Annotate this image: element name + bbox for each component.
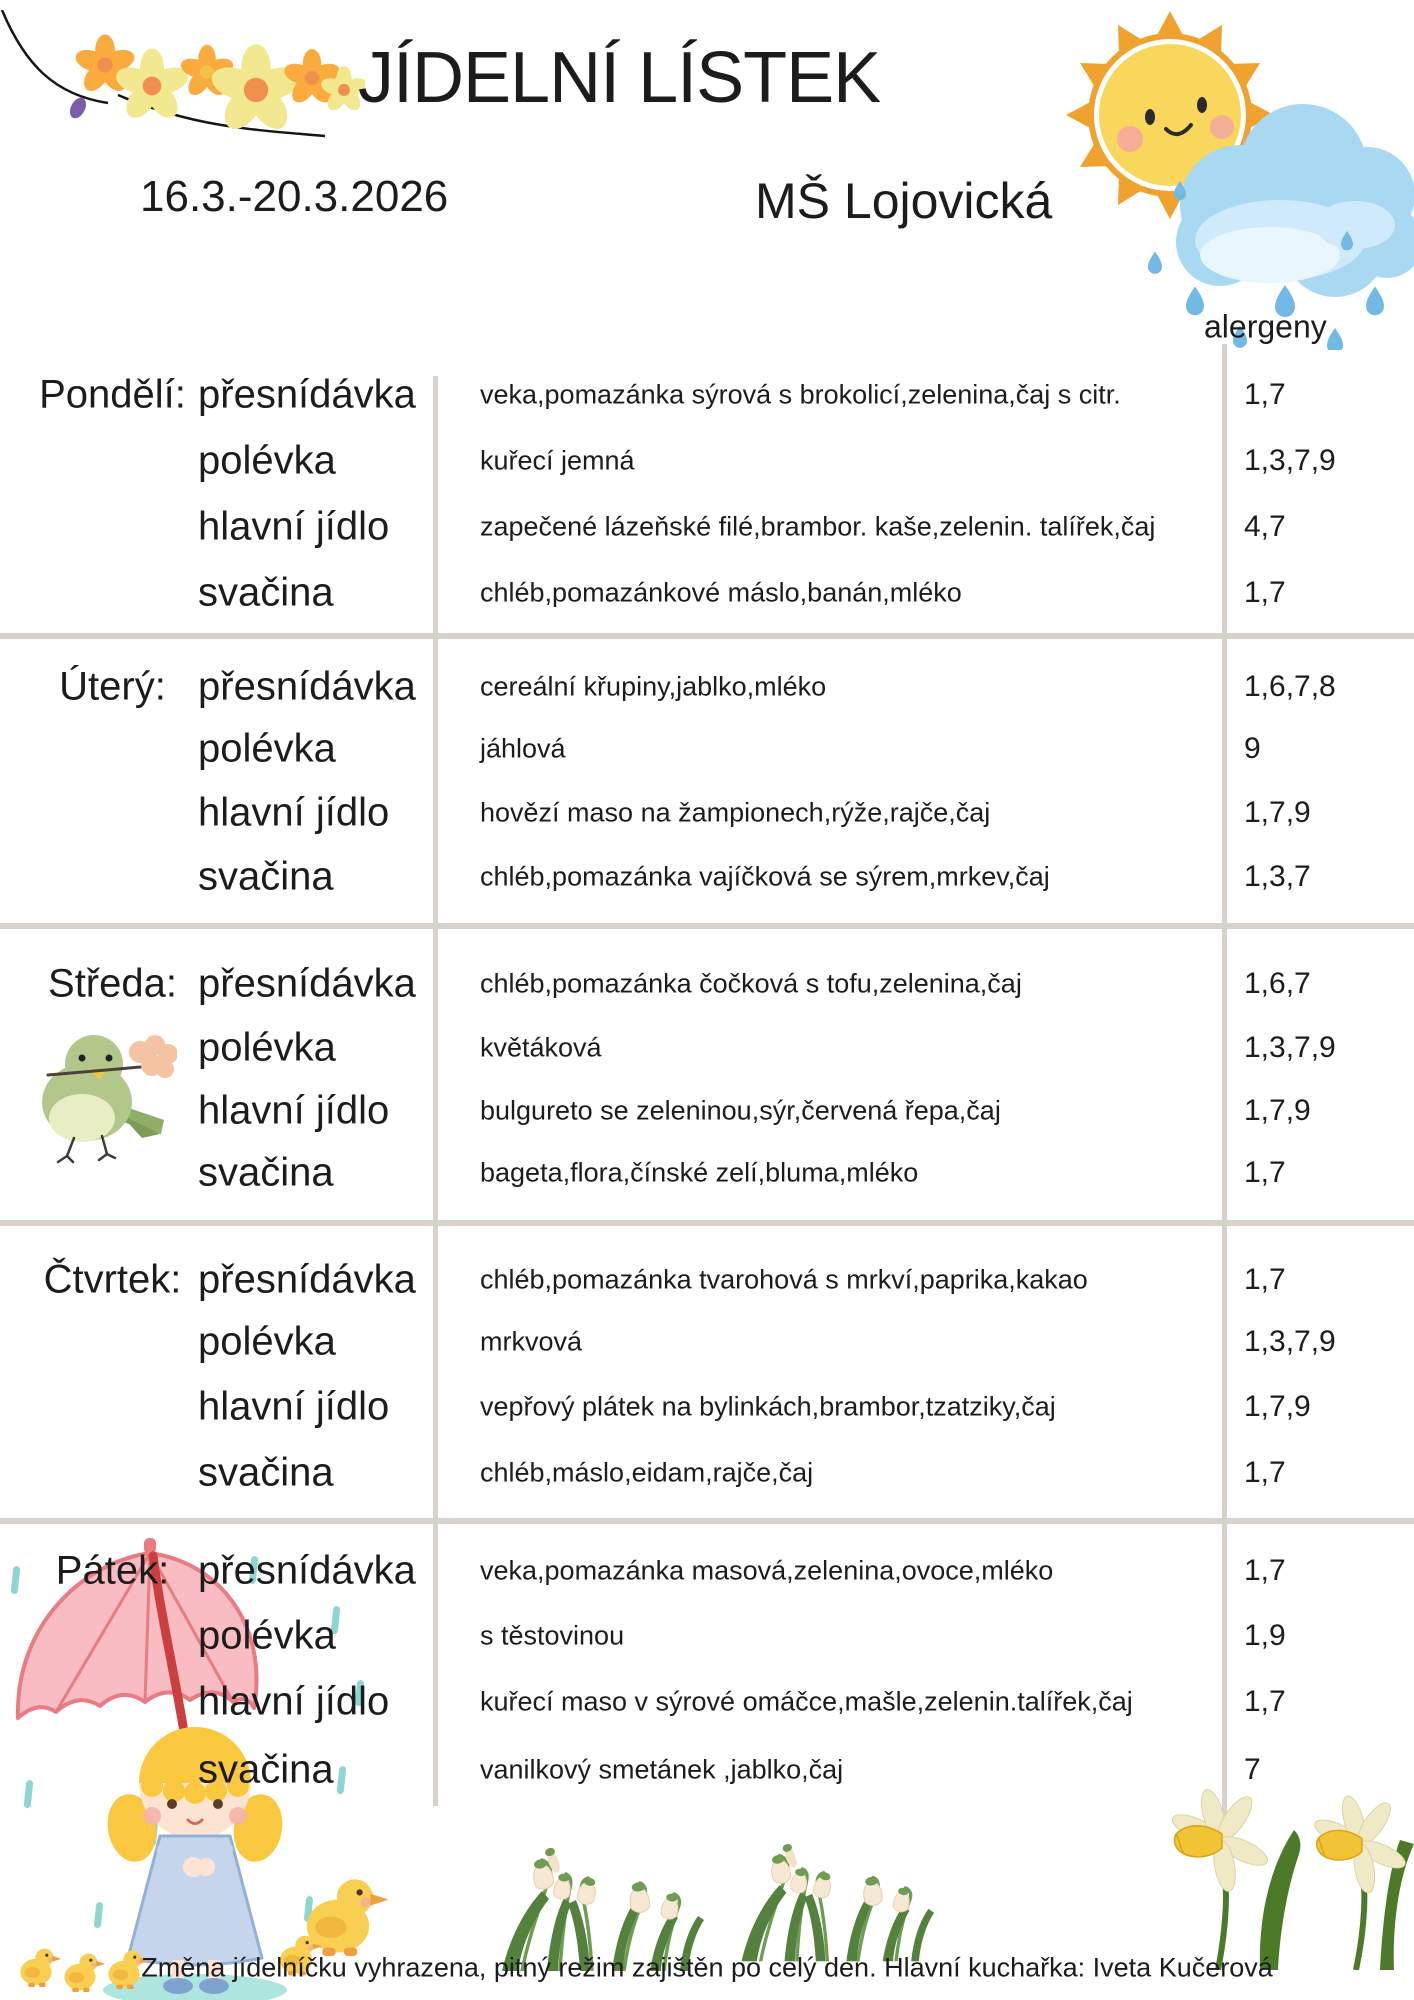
meal-type: polévka — [198, 1613, 336, 1658]
food-description: hovězí maso na žampionech,rýže,rajče,čaj — [480, 797, 991, 828]
date-range: 16.3.-20.3.2026 — [140, 172, 449, 221]
allergen-codes: 1,7 — [1244, 378, 1286, 411]
allergen-codes: 1,7 — [1244, 1685, 1286, 1718]
section-divider-2 — [0, 923, 1414, 929]
day-label-thursday: Čtvrtek: — [43, 1257, 182, 1302]
food-description: chléb,pomazánka čočková s tofu,zelenina,… — [480, 968, 1022, 999]
section-divider-1 — [0, 633, 1414, 639]
allergen-codes: 7 — [1244, 1753, 1261, 1786]
flower-garland-icon — [0, 10, 365, 138]
food-description: chléb,pomazánka tvarohová s mrkví,paprik… — [480, 1264, 1088, 1295]
meal-type: svačina — [198, 570, 334, 615]
food-description: zapečené lázeňské filé,brambor. kaše,zel… — [480, 511, 1156, 542]
sun-rain-cloud-icon — [1066, 11, 1414, 350]
meal-type: polévka — [198, 1025, 336, 1070]
school-name: MŠ Lojovická — [755, 173, 1053, 229]
food-description: s těstovinou — [480, 1620, 625, 1651]
column-divider-left — [433, 376, 438, 1806]
allergen-codes: 1,3,7,9 — [1244, 1325, 1336, 1358]
meal-type: hlavní jídlo — [198, 1679, 390, 1724]
food-description: chléb,pomazánka vajíčková se sýrem,mrkev… — [480, 861, 1050, 892]
food-description: květáková — [480, 1032, 602, 1063]
meal-type: svačina — [198, 1450, 334, 1495]
allergen-codes: 1,9 — [1244, 1619, 1286, 1652]
allergen-codes: 1,7 — [1244, 1156, 1286, 1189]
meal-type: přesnídávka — [198, 372, 416, 417]
snowdrops-left-icon — [492, 1836, 707, 1971]
meal-type: polévka — [198, 726, 336, 771]
day-label-monday: Pondělí: — [39, 372, 186, 417]
food-description: vanilkový smetánek ,jablko,čaj — [480, 1754, 844, 1785]
meal-type: svačina — [198, 1150, 334, 1195]
food-description: veka,pomazánka masová,zelenina,ovoce,mlé… — [480, 1555, 1054, 1586]
food-description: vepřový plátek na bylinkách,brambor,tzat… — [480, 1391, 1056, 1422]
food-description: bageta,flora,čínské zelí,bluma,mléko — [480, 1157, 919, 1188]
meal-type: svačina — [198, 1747, 334, 1792]
meal-type: přesnídávka — [198, 664, 416, 709]
allergen-codes: 1,6,7 — [1244, 967, 1311, 1000]
meal-type: přesnídávka — [198, 961, 416, 1006]
food-description: mrkvová — [480, 1326, 583, 1357]
footer-note: Změna jídelníčku vyhrazena, pitný režim … — [141, 1952, 1273, 1983]
allergen-codes: 1,7,9 — [1244, 796, 1311, 829]
allergen-codes: 9 — [1244, 732, 1261, 765]
day-label-friday: Pátek: — [55, 1548, 170, 1593]
food-description: cereální křupiny,jablko,mléko — [480, 671, 827, 702]
meal-type: hlavní jídlo — [198, 1088, 390, 1133]
page-title: JÍDELNÍ LÍSTEK — [358, 38, 881, 118]
allergen-codes: 1,6,7,8 — [1244, 670, 1336, 703]
daffodils-icon — [1167, 1788, 1414, 1970]
food-description: chléb,pomazánkové máslo,banán,mléko — [480, 577, 962, 608]
allergen-codes: 1,3,7,9 — [1244, 1031, 1336, 1064]
allergen-codes: 1,7 — [1244, 1263, 1286, 1296]
allergens-column-label: alergeny — [1204, 308, 1327, 345]
day-label-tuesday: Úterý: — [59, 664, 166, 709]
column-divider-right — [1222, 344, 1227, 1840]
meal-type: hlavní jídlo — [198, 1384, 390, 1429]
meal-type: hlavní jídlo — [198, 790, 390, 835]
allergen-codes: 1,7 — [1244, 576, 1286, 609]
meal-type: polévka — [198, 1319, 336, 1364]
allergen-codes: 1,7 — [1244, 1554, 1286, 1587]
allergen-codes: 1,3,7,9 — [1244, 444, 1336, 477]
allergen-codes: 1,7,9 — [1244, 1390, 1311, 1423]
allergen-codes: 4,7 — [1244, 510, 1286, 543]
food-description: veka,pomazánka sýrová s brokolicí,zeleni… — [480, 379, 1121, 410]
meal-type: svačina — [198, 854, 334, 899]
food-description: kuřecí maso v sýrové omáčce,mašle,zeleni… — [480, 1686, 1133, 1717]
bird-with-flower-icon — [42, 1035, 177, 1164]
day-label-wednesday: Středa: — [48, 961, 177, 1006]
allergen-codes: 1,7 — [1244, 1456, 1286, 1489]
food-description: bulgureto se zeleninou,sýr,červená řepa,… — [480, 1095, 1001, 1126]
meal-type: polévka — [198, 438, 336, 483]
snowdrops-right-icon — [732, 1832, 937, 1962]
meal-type: přesnídávka — [198, 1257, 416, 1302]
food-description: jáhlová — [480, 733, 566, 764]
girl-umbrella-ducks-icon — [10, 1538, 389, 2000]
food-description: chléb,máslo,eidam,rajče,čaj — [480, 1457, 814, 1488]
allergen-codes: 1,7,9 — [1244, 1094, 1311, 1127]
food-description: kuřecí jemná — [480, 445, 635, 476]
allergen-codes: 1,3,7 — [1244, 860, 1311, 893]
section-divider-4 — [0, 1518, 1414, 1524]
meal-type: hlavní jídlo — [198, 504, 390, 549]
section-divider-3 — [0, 1220, 1414, 1226]
meal-type: přesnídávka — [198, 1548, 416, 1593]
